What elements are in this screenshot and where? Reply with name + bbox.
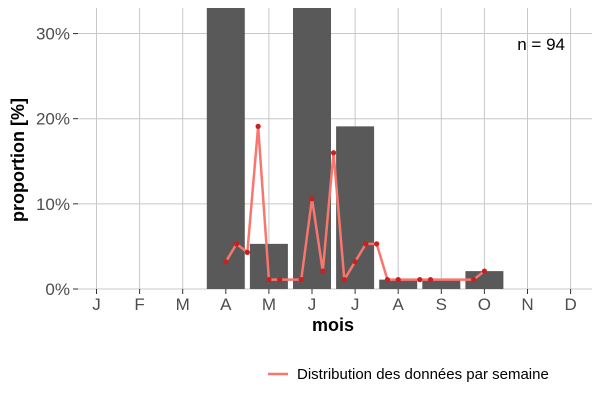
grid: [78, 8, 592, 290]
y-tick-label: 10%: [36, 195, 70, 214]
series-points: [223, 123, 487, 283]
x-tick-label: J: [351, 295, 360, 314]
x-tick-label: D: [564, 295, 576, 314]
series-point: [244, 249, 250, 255]
series-point: [352, 259, 358, 265]
series-point: [374, 241, 380, 247]
bar-8: [379, 279, 418, 289]
series-point: [309, 196, 315, 202]
legend-label: Distribution des données par semaine: [297, 366, 549, 383]
y-tick-label: 30%: [36, 25, 70, 44]
series-point: [223, 259, 229, 265]
series-point: [471, 277, 477, 283]
x-tick-label: O: [478, 295, 491, 314]
series-point: [320, 268, 326, 274]
y-tick-label: 0%: [45, 280, 70, 299]
x-tick-label: N: [521, 295, 533, 314]
series-point: [255, 123, 261, 129]
x-tick-label: F: [134, 295, 144, 314]
x-tick-label: A: [220, 295, 232, 314]
y-tick-label: 20%: [36, 110, 70, 129]
sample-size-annotation: n = 94: [517, 35, 565, 54]
series-point: [330, 150, 337, 156]
x-tick-label: S: [436, 295, 447, 314]
series-point: [298, 277, 304, 283]
x-axis-title: mois: [312, 315, 354, 335]
series-line-layer: [224, 125, 486, 281]
x-tick-label: A: [393, 295, 405, 314]
series-point: [341, 277, 347, 283]
series-point: [277, 277, 283, 283]
series-point: [266, 277, 272, 283]
series-point: [427, 277, 434, 283]
series-point: [395, 277, 401, 283]
series-point: [481, 268, 487, 274]
series-point: [363, 241, 369, 247]
x-tick-label: M: [262, 295, 276, 314]
x-tick-label: J: [308, 295, 317, 314]
legend: Distribution des données par semaine: [268, 366, 549, 383]
series-point: [417, 277, 423, 283]
series-point: [384, 277, 391, 283]
x-tick-label: J: [92, 295, 101, 314]
series-line: [224, 125, 486, 281]
bar-10: [465, 271, 504, 289]
bar-9: [422, 279, 461, 289]
series-point: [233, 241, 240, 247]
y-axis-title: proportion [%]: [8, 98, 28, 222]
y-axis-ticks: 0% 10% 20% 30%: [36, 25, 78, 299]
x-tick-label: M: [176, 295, 190, 314]
